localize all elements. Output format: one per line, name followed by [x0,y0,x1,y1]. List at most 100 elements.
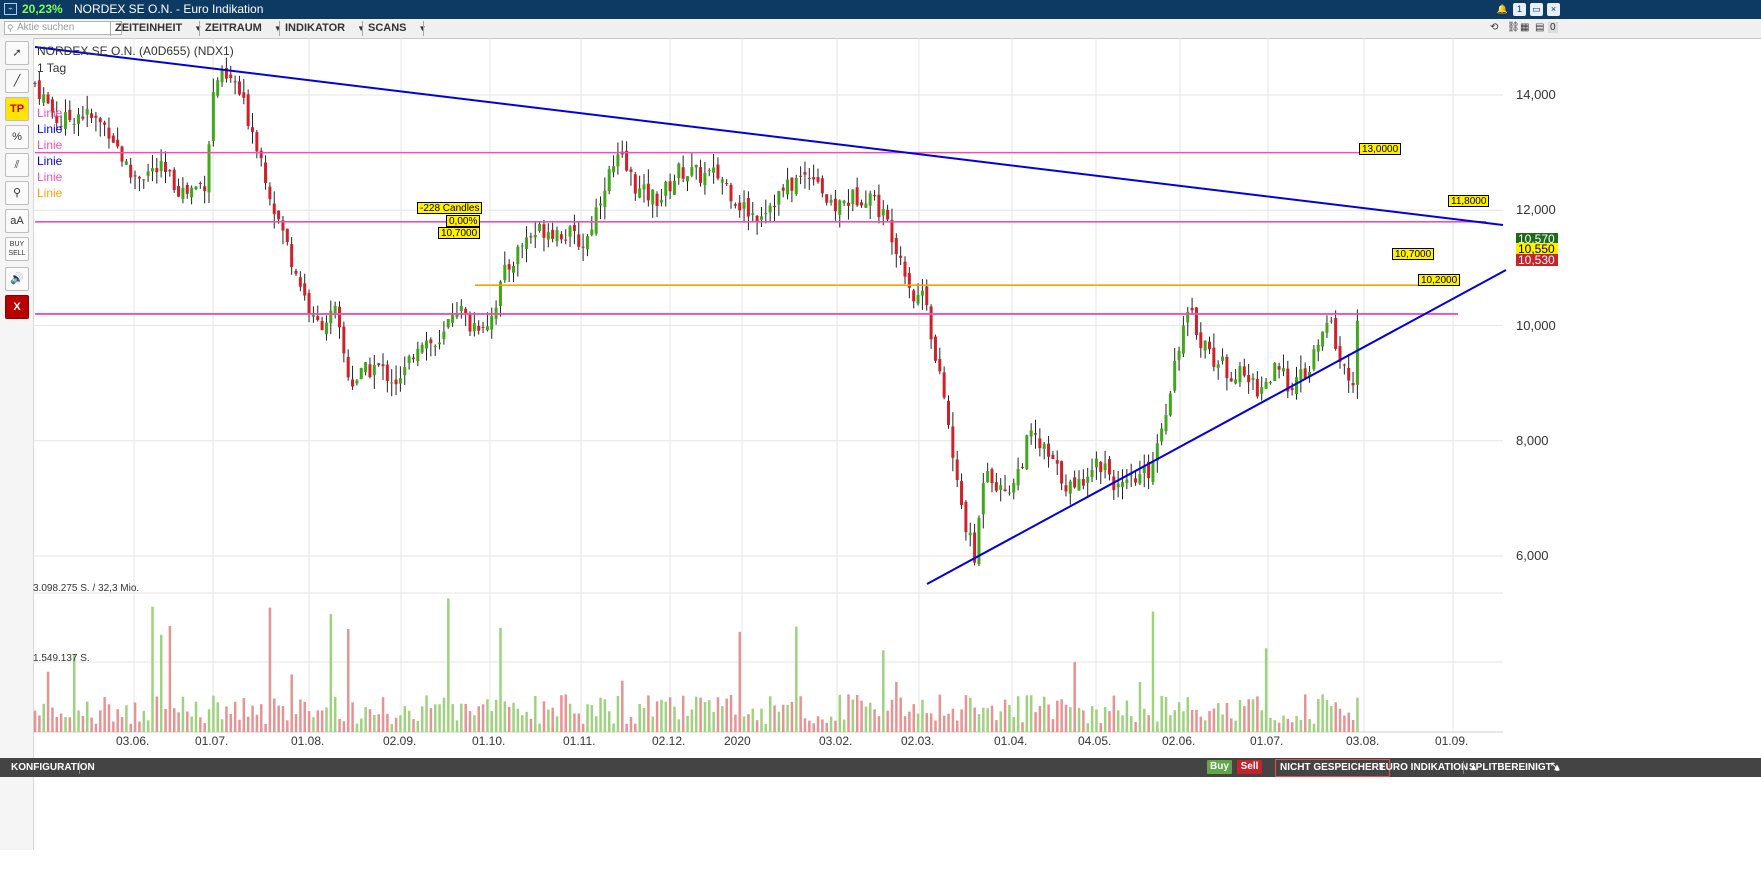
volume-bar [68,717,72,732]
config-button[interactable]: KONFIGURATION [11,762,95,773]
candle-body [707,170,711,172]
candle-body [803,172,807,175]
candle-body [933,336,937,361]
volume-bar [333,696,337,732]
split-adjusted-button[interactable]: SPLITBEREINIGT ▴ [1469,762,1560,773]
candle-body [464,308,468,315]
candle-body [33,82,37,84]
candle-body [46,94,50,104]
resize-icon[interactable]: ⤡ [1551,762,1559,773]
candle-body [364,362,368,373]
not-saved-badge[interactable]: NICHT GESPEICHERT [1275,759,1391,777]
candle-body [777,190,781,205]
volume-bar [1308,718,1311,732]
candle-body [498,281,502,307]
candle-body [420,344,424,353]
candle-body [407,356,411,363]
candle-body [1273,362,1277,382]
volume-bar [386,713,389,732]
chart-grid [33,38,1503,733]
candle-body [1012,483,1016,493]
volume-bar [429,708,433,732]
volume-bar [803,718,807,732]
candle-body [1334,318,1338,349]
chart-app-icon: ⌁ [4,3,17,15]
candle-body [342,326,346,354]
menu-zeiteinheit[interactable]: ZEITEINHEIT▼ [115,22,202,34]
candle-body [799,175,803,177]
volume-bar [1112,695,1116,732]
parallel-lines-icon[interactable]: ⫽ [5,153,29,177]
volume-bar [512,702,515,732]
volume-bar [290,674,293,732]
candle-body [899,255,903,258]
candle-body [329,310,333,324]
volume-bar [499,627,502,732]
stock-search-input[interactable]: ⚲ Aktie suchen [4,21,122,35]
volume-bar [212,695,215,732]
candle-body [472,323,476,332]
candle-body [812,177,816,180]
candle-body [1068,481,1072,494]
volume-bar [621,680,624,732]
candle-body [468,313,472,332]
volume-bar [277,705,280,732]
delete-tool-button[interactable]: X [5,295,29,319]
volume-bar [825,722,828,732]
volume-bar [560,695,563,732]
volume-bar [442,697,446,732]
candle-body [651,189,655,205]
sound-icon[interactable]: 🔊 [5,267,29,291]
restore-button[interactable]: ▭ [1530,3,1543,16]
volume-bar [1051,719,1055,732]
tp-tool-button[interactable]: TP [5,97,29,121]
menu-zeitraum[interactable]: ZEITRAUM ▼ [205,22,282,34]
bell-icon[interactable]: 🔔 [1496,4,1509,14]
sell-button[interactable]: Sell [1237,760,1262,774]
quote-source-button[interactable]: EURO INDIKATION ▴ [1379,762,1477,773]
link-icon[interactable]: ⛓ [1507,22,1520,33]
zoom-icon[interactable]: ⚲ [5,181,29,205]
buy-button[interactable]: Buy [1207,760,1232,774]
candle-body [851,189,855,205]
volume-bar [1047,704,1050,732]
buy-sell-tool-button[interactable]: BUY SELL [5,237,29,261]
candle-body [672,180,676,195]
candle-body [925,286,929,306]
menu-scans[interactable]: SCANS▼ [368,22,426,34]
volume-bar [973,707,976,732]
volume-bar [555,716,559,732]
window-number-button[interactable]: 1 [1513,3,1526,16]
level-10-7-tag: 10,7000 [1392,248,1435,260]
candle-body [964,501,968,533]
percent-tool-button[interactable]: % [5,125,29,149]
candle-body [577,234,581,247]
candle-body [220,70,224,83]
grid-icon[interactable]: ▦ [1520,22,1530,33]
candle-body [1029,430,1033,437]
cursor-tool-icon[interactable]: ➚ [5,41,29,65]
close-button[interactable]: × [1547,3,1560,16]
candle-body [999,485,1003,490]
volume-bar [568,703,572,732]
volume-bar [451,704,454,732]
volume-bar [316,710,320,732]
candle-body [50,99,54,113]
layers-icon[interactable]: ▤ [1535,22,1545,33]
volume-bar [782,704,785,732]
volume-bar [590,705,594,732]
volume-bar [1356,697,1359,732]
candle-body [229,74,233,79]
price-chart[interactable] [33,38,1761,850]
volume-bar [468,711,472,732]
candle-body [903,261,907,277]
candle-body [720,179,724,183]
candle-body [85,109,89,115]
text-tool-button[interactable]: aA [5,209,29,233]
volume-bar [668,697,672,732]
sync-icon[interactable]: ⟲ [1490,22,1499,33]
volume-bar [1330,705,1333,732]
volume-bar [681,695,685,732]
line-tool-icon[interactable]: ╱ [5,69,29,93]
menu-indikator[interactable]: INDIKATOR▼ [285,22,365,34]
